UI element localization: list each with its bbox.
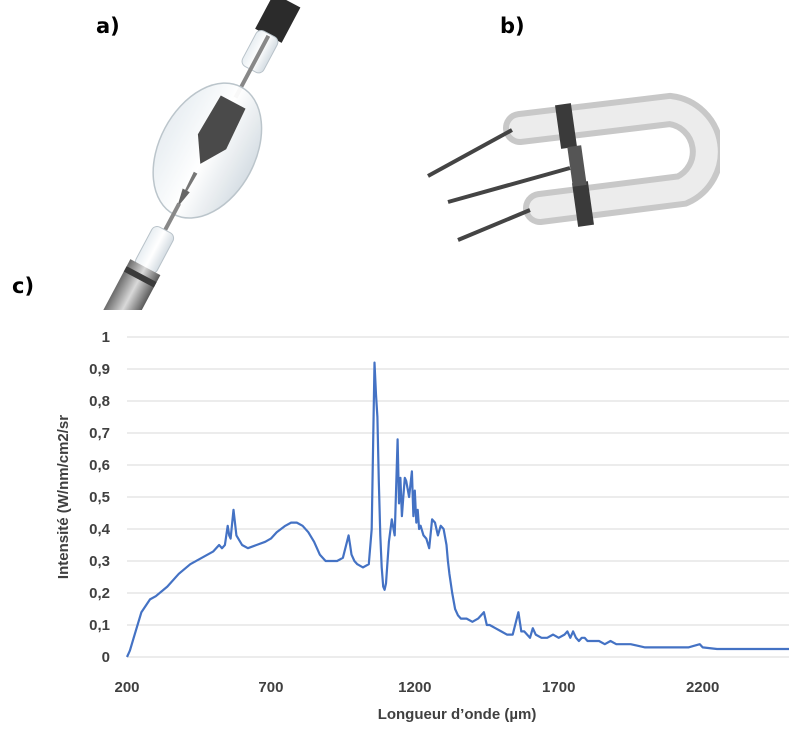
flash-lamp-image bbox=[427, 92, 720, 242]
y-tick-label: 1 bbox=[102, 329, 110, 346]
y-tick-label: 0,2 bbox=[89, 585, 110, 602]
x-tick-label: 700 bbox=[258, 679, 283, 696]
x-tick-labels: 200 700 1200 1700 2200 bbox=[114, 679, 719, 696]
x-tick-label: 1200 bbox=[398, 679, 431, 696]
y-tick-label: 0,7 bbox=[89, 425, 110, 442]
y-tick-label: 0,5 bbox=[89, 489, 110, 506]
x-tick-label: 1700 bbox=[542, 679, 575, 696]
y-axis-label: Intensité (W/nm/cm2/sr bbox=[55, 415, 72, 579]
y-tick-label: 0,4 bbox=[89, 521, 111, 538]
panel-label-c: c) bbox=[12, 274, 35, 298]
panel-label-b: b) bbox=[500, 14, 525, 38]
spectrum-chart: 0 0,1 0,2 0,3 0,4 0,5 0,6 0,7 0,8 0,9 1 200 700 1200… bbox=[55, 329, 789, 723]
x-tick-label: 2200 bbox=[686, 679, 719, 696]
y-tick-label: 0,1 bbox=[89, 617, 110, 634]
y-tick-label: 0 bbox=[102, 649, 110, 666]
y-tick-label: 0,3 bbox=[89, 553, 110, 570]
panel-label-a: a) bbox=[96, 14, 120, 38]
y-tick-label: 0,8 bbox=[89, 393, 110, 410]
xenon-lamp-image bbox=[102, 0, 301, 310]
y-tick-labels: 0 0,1 0,2 0,3 0,4 0,5 0,6 0,7 0,8 0,9 1 bbox=[89, 329, 111, 666]
y-tick-label: 0,6 bbox=[89, 457, 110, 474]
grid-lines bbox=[127, 336, 789, 658]
series-line bbox=[125, 361, 789, 658]
y-tick-label: 0,9 bbox=[89, 361, 110, 378]
x-tick-label: 200 bbox=[114, 679, 139, 696]
x-axis-label: Longueur d’onde (µm) bbox=[378, 706, 537, 723]
